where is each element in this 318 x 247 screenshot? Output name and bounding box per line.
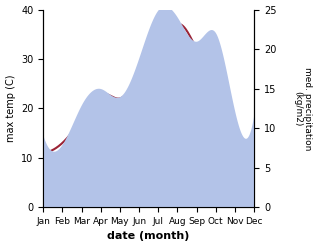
Y-axis label: max temp (C): max temp (C) — [5, 75, 16, 142]
X-axis label: date (month): date (month) — [107, 231, 190, 242]
Y-axis label: med. precipitation
(kg/m2): med. precipitation (kg/m2) — [293, 67, 313, 150]
